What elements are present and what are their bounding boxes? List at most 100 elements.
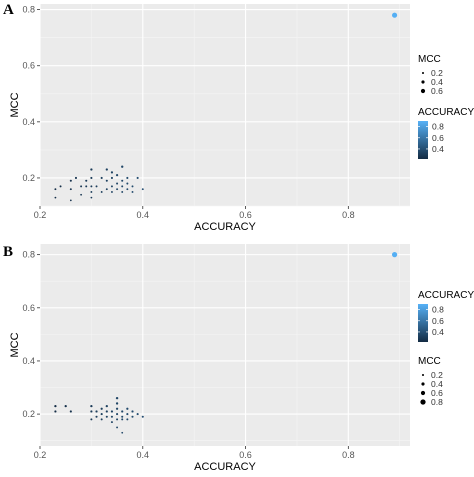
panel-b: B 0.2 0.4 0.6 0.8 0.2 0.4 0.6 0.8 ACCURACY MCC ACC… — [0, 240, 474, 477]
data-point — [126, 176, 129, 180]
data-point — [116, 188, 119, 191]
y-axis-title: MCC — [9, 92, 21, 117]
data-point — [136, 413, 139, 416]
data-point — [95, 410, 98, 413]
legend-label: 0.4 — [431, 77, 443, 87]
data-point — [136, 176, 139, 180]
data-point — [110, 171, 114, 174]
data-point — [121, 191, 124, 193]
y-tick-label: 0.2 — [22, 409, 35, 419]
x-tick-label: 0.2 — [34, 450, 47, 460]
data-point — [90, 185, 93, 188]
data-point — [69, 199, 72, 202]
data-point — [59, 185, 62, 188]
legend-size-key — [420, 399, 426, 405]
legend-size-key — [421, 373, 425, 377]
data-point — [90, 404, 93, 408]
data-point — [105, 188, 108, 191]
data-point — [110, 410, 114, 413]
data-point — [126, 188, 129, 191]
data-point — [116, 182, 119, 185]
legend-label: 0.8 — [431, 397, 443, 407]
legend-label: 0.2 — [431, 68, 443, 78]
data-point — [80, 193, 83, 196]
data-point — [110, 421, 113, 424]
data-point — [131, 415, 134, 418]
data-point — [121, 415, 124, 418]
legend-size-key — [421, 71, 425, 75]
data-point — [391, 252, 398, 258]
data-point — [95, 185, 98, 188]
data-point — [110, 176, 114, 180]
colorbar — [418, 304, 428, 342]
data-point — [115, 396, 119, 400]
y-axis-title: MCC — [9, 332, 21, 357]
y-tick-label: 0.8 — [22, 250, 35, 260]
data-point — [100, 413, 103, 416]
data-point — [90, 176, 93, 180]
data-point — [90, 410, 93, 413]
data-point — [131, 410, 134, 413]
colorbar-label: 0.4 — [432, 327, 444, 337]
data-point — [100, 191, 103, 193]
legend-title: MCC — [418, 54, 441, 65]
data-point — [111, 191, 113, 193]
colorbar — [418, 121, 428, 159]
legend-title: ACCURACY — [418, 290, 474, 301]
data-point — [126, 418, 129, 421]
x-axis-title: ACCURACY — [194, 221, 256, 233]
legend-label: 0.6 — [431, 86, 443, 96]
data-point — [126, 407, 129, 410]
legend-size-key — [420, 88, 426, 94]
legend-title: MCC — [418, 356, 441, 367]
data-point — [80, 185, 83, 188]
y-tick-label: 0.2 — [22, 173, 35, 183]
data-point — [121, 165, 124, 168]
x-tick-label: 0.4 — [137, 450, 150, 460]
data-point — [74, 176, 78, 180]
data-point — [116, 418, 119, 421]
colorbar-label: 0.8 — [432, 122, 444, 132]
data-point — [121, 185, 124, 188]
data-point — [54, 410, 57, 413]
panel-letter: B — [3, 244, 14, 260]
data-point — [126, 413, 129, 416]
data-point — [121, 179, 124, 182]
colorbar-label: 0.6 — [432, 316, 444, 326]
colorbar-label: 0.6 — [432, 133, 444, 143]
data-point — [115, 402, 119, 405]
y-tick-label: 0.6 — [22, 61, 35, 71]
legend-label: 0.2 — [431, 370, 443, 380]
y-tick-label: 0.8 — [22, 5, 35, 15]
x-axis-title: ACCURACY — [194, 461, 256, 473]
data-point — [95, 415, 98, 418]
y-tick-label: 0.6 — [22, 303, 35, 313]
y-tick-label: 0.4 — [22, 356, 35, 366]
data-point — [69, 188, 72, 191]
data-point — [121, 418, 124, 421]
panel-letter: A — [3, 2, 14, 18]
legend-label: 0.6 — [431, 388, 443, 398]
data-point — [64, 404, 67, 408]
data-point — [85, 185, 88, 188]
scatter-chart-b: 0.2 0.4 0.6 0.80.20.40.60.8ACCURACYMCCACCUR… — [9, 244, 474, 473]
data-point — [105, 179, 108, 182]
x-tick-label: 0.2 — [34, 210, 47, 220]
data-point — [116, 413, 119, 416]
data-point — [90, 418, 93, 421]
data-point — [100, 418, 103, 421]
data-point — [105, 410, 108, 413]
data-point — [115, 174, 119, 177]
x-tick-label: 0.8 — [342, 210, 355, 220]
panel-a: A 0.2 0.4 0.6 0.8 0.2 0.4 0.6 0.8 ACCURACY MCC MCC… — [0, 0, 474, 237]
legend-title: ACCURACY — [418, 107, 474, 118]
data-point — [90, 191, 93, 193]
legend-size-key — [421, 382, 425, 386]
data-point — [141, 415, 144, 418]
data-point — [105, 404, 108, 408]
data-point — [110, 185, 113, 188]
data-point — [100, 176, 103, 180]
x-tick-label: 0.6 — [239, 450, 252, 460]
data-point — [54, 196, 57, 199]
data-point — [54, 188, 57, 191]
